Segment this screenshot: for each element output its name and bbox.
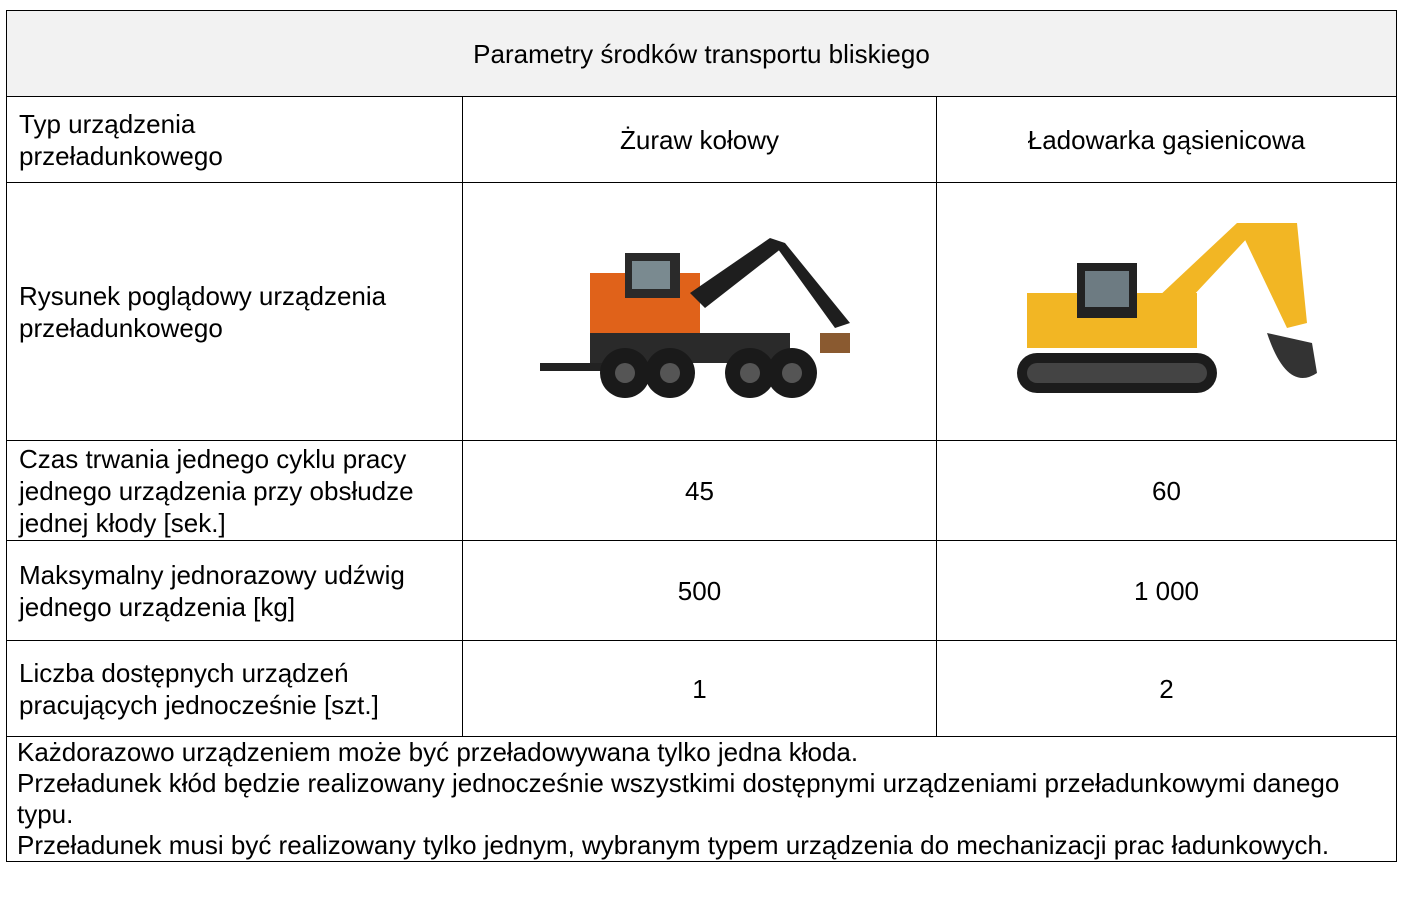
tracked-loader-image [997, 203, 1337, 413]
cell: Żuraw kołowy [463, 97, 937, 183]
table-title: Parametry środków transportu bliskiego [7, 11, 1397, 97]
cell: 60 [937, 441, 1397, 541]
row-label: Rysunek poglądowy urządzenia przeładunko… [7, 183, 463, 441]
row-label: Maksymalny jednorazowy udźwig jednego ur… [7, 541, 463, 641]
row-label: Liczba dostępnych urządzeń pracujących j… [7, 641, 463, 737]
image-cell [463, 183, 937, 441]
wheeled-crane-image [530, 213, 870, 403]
parameters-table: Parametry środków transportu bliskiego T… [6, 10, 1397, 862]
note: Przeładunek kłód będzie realizowany jedn… [17, 768, 1386, 830]
notes: Każdorazowo urządzeniem może być przeład… [7, 737, 1397, 862]
cell: 2 [937, 641, 1397, 737]
row-label: Czas trwania jednego cyklu pracy jednego… [7, 441, 463, 541]
cell: 1 [463, 641, 937, 737]
cell: 500 [463, 541, 937, 641]
image-cell [937, 183, 1397, 441]
note: Każdorazowo urządzeniem może być przeład… [17, 737, 1386, 768]
page: Parametry środków transportu bliskiego T… [0, 0, 1402, 899]
cell: 1 000 [937, 541, 1397, 641]
row-label: Typ urządzenia przeładunkowego [7, 97, 463, 183]
cell: 45 [463, 441, 937, 541]
note: Przeładunek musi być realizowany tylko j… [17, 830, 1386, 861]
cell: Ładowarka gąsienicowa [937, 97, 1397, 183]
